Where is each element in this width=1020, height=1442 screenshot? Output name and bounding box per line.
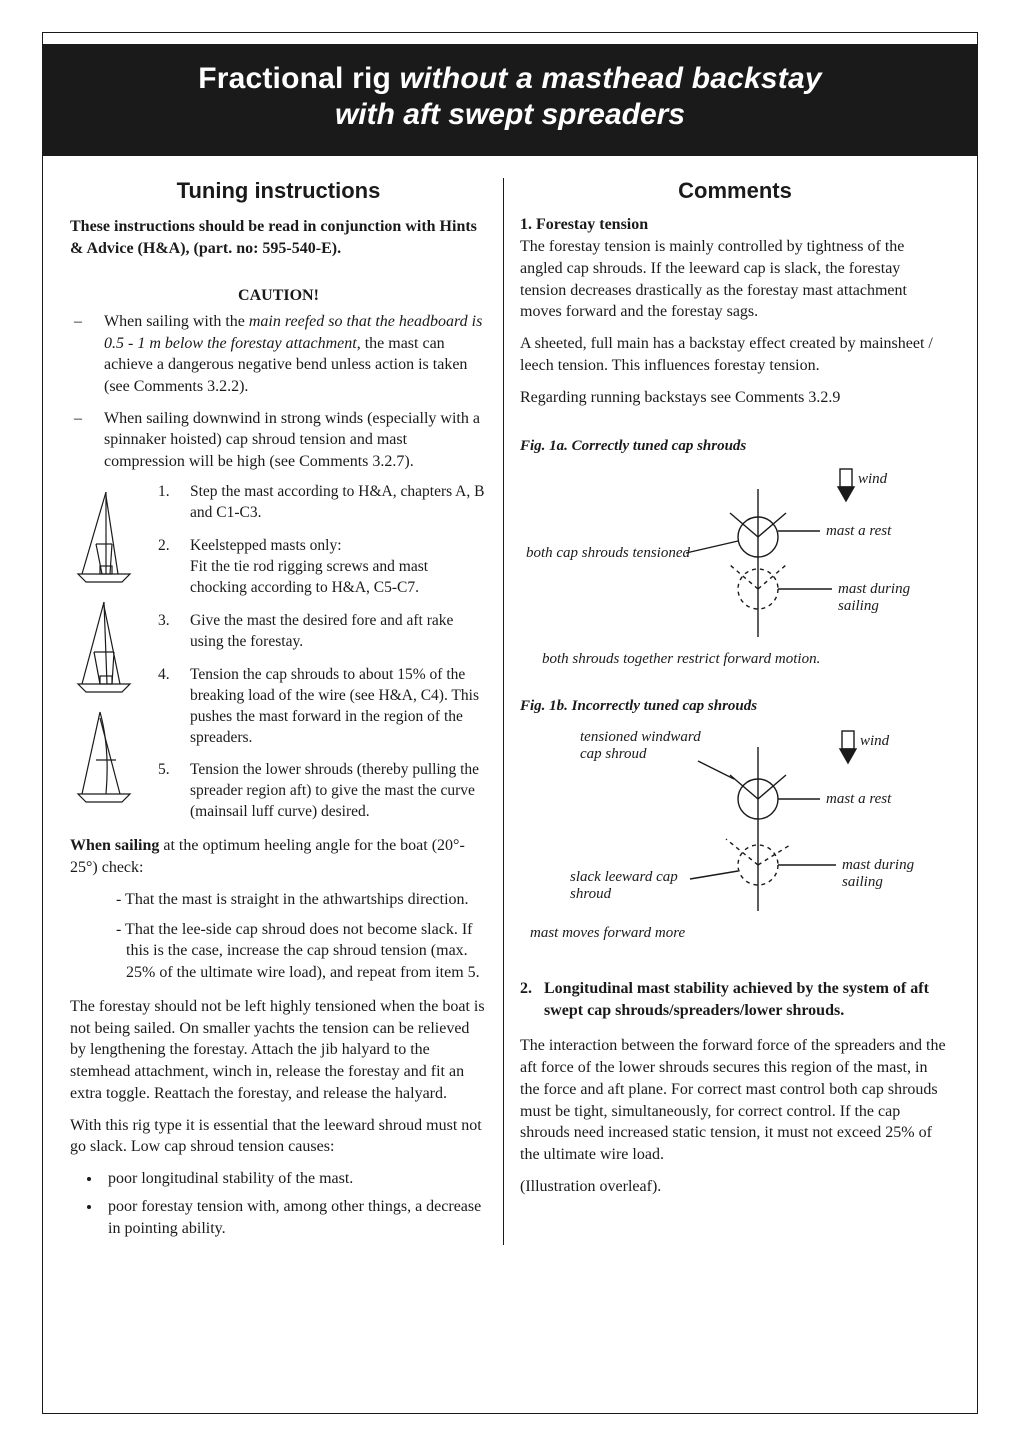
check-list: - That the mast is straight in the athwa…	[70, 889, 487, 984]
step-4-num: 4.	[158, 665, 176, 749]
columns: Tuning instructions These instructions s…	[54, 178, 966, 1245]
step-2: 2.Keelstepped masts only: Fit the tie ro…	[158, 536, 487, 599]
column-right: Comments 1. Forestay tension The foresta…	[504, 178, 966, 1245]
step-4-text: Tension the cap shrouds to about 15% of …	[190, 665, 487, 749]
numbered-list: 1. Step the mast according to H&A, chapte…	[152, 482, 487, 835]
forestay-para: The forestay should not be left highly t…	[70, 996, 487, 1105]
rigtype-para: With this rig type it is essential that …	[70, 1115, 487, 1159]
lead-paragraph: These instructions should be read in con…	[70, 216, 487, 259]
banner-line2: with aft swept spreaders	[62, 98, 958, 132]
fig1a-sailing-label: mast during sailing	[838, 581, 950, 614]
heading-comments: Comments	[520, 178, 950, 204]
sec1-head: 1. Forestay tension	[520, 216, 950, 234]
sec2-head: 2. Longitudinal mast stability achieved …	[520, 978, 950, 1021]
fig1b-rest-label: mast a rest	[826, 791, 891, 808]
fig1b-caption: Fig. 1b. Incorrectly tuned cap shrouds	[520, 698, 950, 715]
mast-sketch-3	[76, 708, 134, 806]
fig1b-windward-label: tensioned windward cap shroud	[580, 729, 710, 762]
fig1a-rest-label: mast a rest	[826, 523, 891, 540]
causes-list: poor longitudinal stability of the mast.…	[70, 1168, 487, 1239]
step-4: 4.Tension the cap shrouds to about 15% o…	[158, 665, 487, 749]
sec2-p1: The interaction between the forward forc…	[520, 1035, 950, 1166]
step-3-text: Give the mast the desired fore and aft r…	[190, 611, 487, 653]
mast-sketch-2	[76, 598, 134, 696]
step-5: 5.Tension the lower shrouds (thereby pul…	[158, 760, 487, 823]
heading-tuning: Tuning instructions	[70, 178, 487, 204]
fig1a-note: both shrouds together restrict forward m…	[520, 651, 950, 668]
step-3-num: 3.	[158, 611, 176, 653]
step-2-text: Keelstepped masts only: Fit the tie rod …	[190, 536, 487, 599]
banner-line1: Fractional rig without a masthead backst…	[62, 62, 958, 96]
fig1b-note: mast moves forward more	[520, 925, 950, 942]
caution-list: When sailing with the main reefed so tha…	[70, 311, 487, 472]
banner-line1-italic: without a masthead backstay	[400, 62, 822, 95]
check-2: - That the lee-side cap shroud does not …	[126, 919, 487, 984]
caution-heading: CAUTION!	[70, 287, 487, 305]
step-5-num: 5.	[158, 760, 176, 823]
sec2-p2: (Illustration overleaf).	[520, 1176, 950, 1198]
fig1b-wind-label: wind	[860, 733, 889, 750]
column-left: Tuning instructions These instructions s…	[54, 178, 504, 1245]
cause-1: poor longitudinal stability of the mast.	[102, 1168, 487, 1190]
numbered-block: 1. Step the mast according to H&A, chapte…	[70, 482, 487, 835]
step-1-text: Step the mast according to H&A, chapters…	[190, 482, 487, 524]
fig1a-both-label: both cap shrouds tensioned	[520, 545, 690, 562]
step-1-num: 1.	[158, 482, 176, 524]
sec2-title: Longitudinal mast stability achieved by …	[544, 978, 950, 1021]
mast-sketches	[76, 482, 140, 835]
sec1-p1: The forestay tension is mainly controlle…	[520, 236, 950, 323]
banner-line1-plain: Fractional rig	[198, 62, 399, 95]
caution-item-1: When sailing with the main reefed so tha…	[88, 311, 487, 397]
sec1-p2: A sheeted, full main has a backstay effe…	[520, 333, 950, 377]
cause-2: poor forestay tension with, among other …	[102, 1196, 487, 1240]
fig1b: tensioned windward cap shroud wind mast …	[520, 721, 950, 921]
step-5-text: Tension the lower shrouds (thereby pulli…	[190, 760, 487, 823]
sec2-num: 2.	[520, 978, 536, 1021]
fig1a-caption: Fig. 1a. Correctly tuned cap shrouds	[520, 438, 950, 455]
check-1: - That the mast is straight in the athwa…	[126, 889, 487, 911]
step-1: 1. Step the mast according to H&A, chapte…	[158, 482, 487, 524]
fig1a-wind-label: wind	[858, 471, 887, 488]
caution1-pre: When sailing with the	[104, 313, 249, 330]
fig1b-sailing-label: mast during sailing	[842, 857, 950, 890]
fig1a: wind mast a rest both cap shrouds tensio…	[520, 461, 950, 647]
step-3: 3. Give the mast the desired fore and aft…	[158, 611, 487, 653]
banner: Fractional rig without a masthead backst…	[42, 44, 978, 156]
fig1b-slack-label: slack leeward cap shroud	[570, 869, 700, 902]
step-2-num: 2.	[158, 536, 176, 599]
mast-sketch-1	[76, 488, 134, 586]
caution-item-2: When sailing downwind in strong winds (e…	[88, 408, 487, 473]
sec1-p3: Regarding running backstays see Comments…	[520, 387, 950, 409]
when-sailing-para: When sailing at the optimum heeling angl…	[70, 835, 487, 879]
when-sailing-lead: When sailing	[70, 837, 159, 854]
